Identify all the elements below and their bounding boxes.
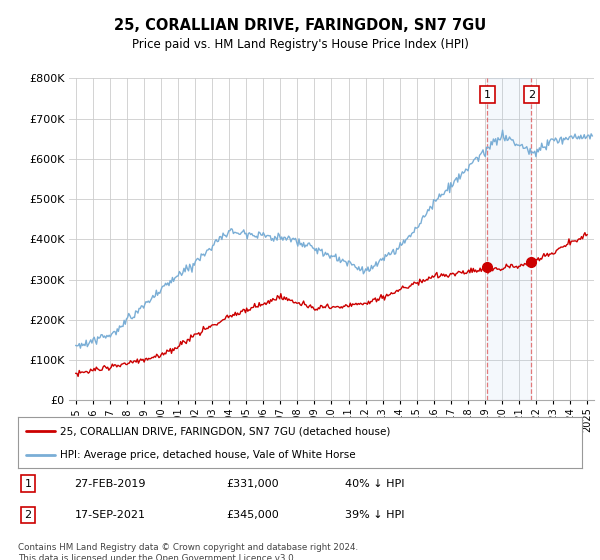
- Text: £345,000: £345,000: [227, 510, 280, 520]
- Text: 27-FEB-2019: 27-FEB-2019: [74, 479, 146, 489]
- Text: 40% ↓ HPI: 40% ↓ HPI: [345, 479, 404, 489]
- Text: 39% ↓ HPI: 39% ↓ HPI: [345, 510, 404, 520]
- Text: Price paid vs. HM Land Registry's House Price Index (HPI): Price paid vs. HM Land Registry's House …: [131, 38, 469, 50]
- Text: 25, CORALLIAN DRIVE, FARINGDON, SN7 7GU: 25, CORALLIAN DRIVE, FARINGDON, SN7 7GU: [114, 18, 486, 33]
- Text: 2: 2: [528, 90, 535, 100]
- Bar: [487, 78, 531, 400]
- Text: HPI: Average price, detached house, Vale of White Horse: HPI: Average price, detached house, Vale…: [60, 450, 356, 460]
- Text: 25, CORALLIAN DRIVE, FARINGDON, SN7 7GU (detached house): 25, CORALLIAN DRIVE, FARINGDON, SN7 7GU …: [60, 426, 391, 436]
- Text: 1: 1: [484, 90, 491, 100]
- Text: 17-SEP-2021: 17-SEP-2021: [74, 510, 145, 520]
- Text: Contains HM Land Registry data © Crown copyright and database right 2024.
This d: Contains HM Land Registry data © Crown c…: [18, 543, 358, 560]
- Text: 2: 2: [25, 510, 32, 520]
- Text: £331,000: £331,000: [227, 479, 280, 489]
- Text: 1: 1: [25, 479, 32, 489]
